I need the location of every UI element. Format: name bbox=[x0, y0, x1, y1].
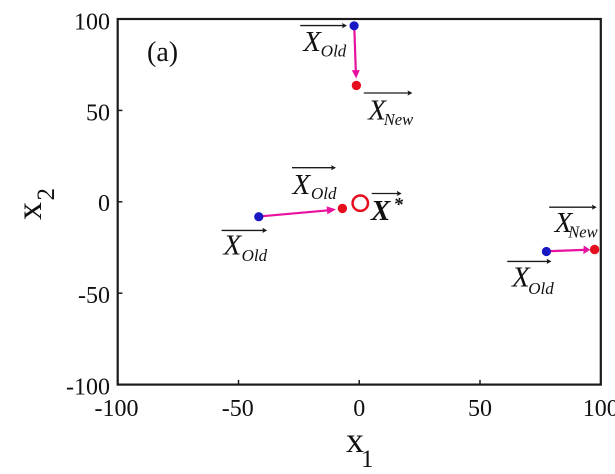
svg-text:100: 100 bbox=[583, 396, 615, 422]
svg-text:x: x bbox=[346, 420, 364, 460]
svg-text:0: 0 bbox=[353, 396, 365, 422]
svg-text:X: X bbox=[511, 262, 531, 294]
svg-text:1: 1 bbox=[361, 446, 374, 473]
svg-text:Old: Old bbox=[311, 184, 337, 203]
svg-text:2: 2 bbox=[33, 188, 60, 201]
svg-text:New: New bbox=[567, 223, 597, 242]
svg-text:-50: -50 bbox=[78, 283, 110, 309]
svg-text:50: 50 bbox=[468, 396, 492, 422]
svg-text:-50: -50 bbox=[222, 396, 254, 422]
svg-text:Old: Old bbox=[242, 246, 268, 265]
svg-text:X: X bbox=[554, 207, 574, 239]
svg-text:*: * bbox=[394, 194, 404, 215]
svg-text:X: X bbox=[302, 26, 322, 58]
svg-text:x: x bbox=[9, 202, 49, 220]
svg-text:100: 100 bbox=[74, 9, 110, 35]
svg-text:X: X bbox=[292, 169, 312, 201]
svg-text:50: 50 bbox=[86, 100, 110, 126]
svg-text:New: New bbox=[383, 110, 413, 129]
svg-text:(a): (a) bbox=[147, 37, 178, 68]
svg-text:X: X bbox=[367, 95, 387, 127]
svg-text:X: X bbox=[370, 195, 391, 227]
svg-text:Old: Old bbox=[528, 279, 554, 298]
svg-text:0: 0 bbox=[98, 191, 110, 217]
svg-text:-100: -100 bbox=[95, 396, 139, 422]
svg-text:-100: -100 bbox=[66, 375, 110, 401]
svg-text:Old: Old bbox=[321, 42, 347, 61]
svg-text:X: X bbox=[223, 230, 243, 262]
